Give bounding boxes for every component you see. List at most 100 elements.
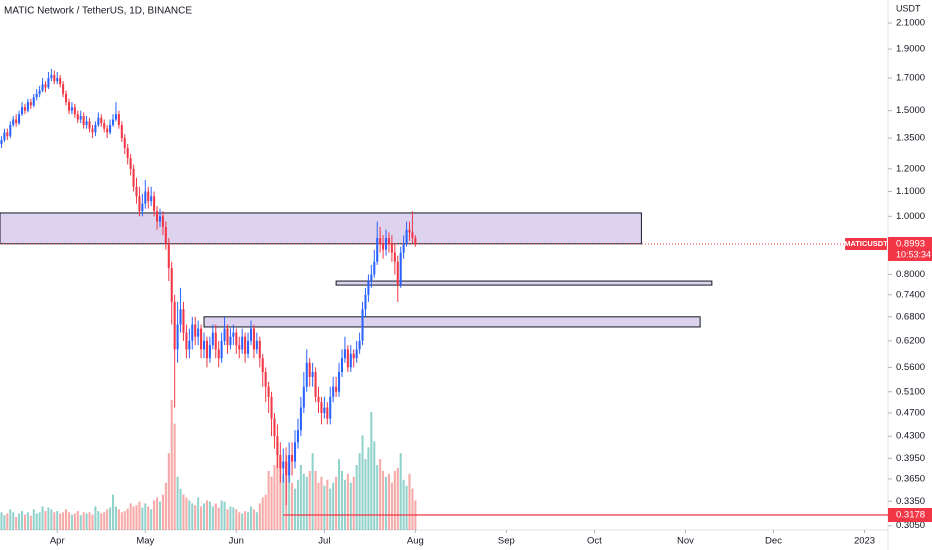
- candle-body: [29, 102, 32, 106]
- candle-body: [314, 372, 317, 397]
- volume-bar: [247, 512, 250, 530]
- candle-body: [352, 353, 355, 359]
- candle-body: [94, 124, 97, 133]
- zone: [0, 212, 642, 245]
- candle-body: [82, 115, 85, 125]
- volume-bar: [308, 470, 311, 530]
- candle-body: [288, 455, 291, 476]
- candle-body: [264, 372, 267, 387]
- candle-body: [26, 102, 29, 111]
- volume-bar: [261, 497, 264, 530]
- candle-body: [129, 158, 132, 169]
- candle-body: [317, 396, 320, 403]
- candle-body: [106, 128, 109, 133]
- candle-body: [202, 340, 206, 350]
- volume-bar: [302, 473, 305, 530]
- volume-bar: [205, 500, 208, 530]
- candle-body: [100, 117, 103, 124]
- candle-body: [147, 191, 150, 202]
- y-tick-label: 1.9000: [896, 44, 925, 55]
- volume-bar: [229, 506, 232, 530]
- candle-body: [332, 386, 335, 397]
- volume-bar: [208, 501, 211, 530]
- candle-body: [117, 114, 120, 125]
- volume-bar: [200, 506, 203, 530]
- y-tick-label: 1.0000: [896, 211, 925, 222]
- candle-body: [244, 336, 247, 354]
- candle-body: [67, 102, 71, 111]
- candle-body: [335, 386, 338, 392]
- candle-body: [414, 238, 417, 244]
- candle-body: [255, 340, 258, 350]
- candle-body: [120, 124, 123, 139]
- volume-bar: [226, 509, 229, 530]
- y-tick-label: 0.6200: [896, 335, 925, 346]
- candle-body: [343, 349, 346, 359]
- candle-body: [285, 461, 288, 476]
- candle-body: [223, 328, 226, 341]
- x-tick-label: Dec: [765, 536, 782, 547]
- candle-body: [323, 407, 326, 414]
- candle-body: [217, 349, 220, 359]
- volume-bar: [129, 503, 132, 530]
- candle-body: [50, 75, 53, 79]
- candle-body: [382, 243, 385, 250]
- volume-bar: [214, 503, 217, 530]
- candle-body: [291, 455, 294, 462]
- candle-body: [161, 216, 164, 227]
- volume-bar: [32, 509, 35, 530]
- price-axis-bg: [888, 0, 932, 550]
- candle-body: [252, 328, 255, 350]
- candle-body: [293, 442, 297, 462]
- volume-bar: [361, 435, 364, 530]
- candle-body: [135, 186, 138, 197]
- candle-body: [3, 132, 6, 141]
- volume-bar: [109, 507, 112, 530]
- volume-bar: [270, 476, 273, 530]
- candle-body: [197, 328, 200, 337]
- zone: [203, 316, 701, 328]
- volume-bar: [26, 512, 29, 530]
- candle-body: [384, 238, 388, 250]
- volume-bar: [135, 505, 138, 530]
- y-tick-label: 1.5000: [896, 105, 925, 116]
- candle-body: [261, 358, 264, 373]
- volume-bar: [352, 476, 355, 530]
- volume-bar: [197, 497, 200, 530]
- volume-bar: [114, 506, 117, 530]
- volume-bar: [182, 494, 185, 530]
- candle-body: [364, 294, 367, 310]
- candle-body: [47, 78, 50, 88]
- volume-bar: [235, 509, 238, 530]
- volume-bar: [62, 512, 65, 530]
- x-tick-label: Sep: [498, 536, 515, 547]
- candle-body: [144, 191, 147, 204]
- candle-body: [405, 229, 408, 244]
- candle-body: [153, 196, 156, 212]
- volume-bar: [76, 511, 79, 530]
- volume-bar: [167, 453, 170, 530]
- volume-bar: [329, 488, 332, 530]
- volume-bar: [232, 507, 235, 530]
- candle-body: [200, 328, 203, 350]
- volume-bar: [12, 512, 15, 530]
- candle-body: [346, 349, 349, 368]
- volume-bar: [244, 511, 247, 530]
- volume-bar: [44, 511, 47, 530]
- candle-body: [132, 168, 135, 187]
- candle-body: [85, 121, 88, 125]
- volume-bar: [223, 501, 226, 530]
- candle-body: [211, 332, 214, 346]
- volume-bar: [255, 512, 258, 530]
- volume-bar: [396, 467, 399, 530]
- volume-bar: [411, 488, 414, 530]
- volume-bar: [156, 497, 159, 530]
- volume-bar: [150, 509, 153, 530]
- candle-body: [164, 226, 167, 244]
- horizontal-line-label: 0.3178: [896, 509, 925, 520]
- candle-body: [173, 301, 176, 350]
- candle-body: [76, 114, 79, 120]
- volume-bar: [120, 512, 123, 530]
- volume-bar: [73, 513, 76, 530]
